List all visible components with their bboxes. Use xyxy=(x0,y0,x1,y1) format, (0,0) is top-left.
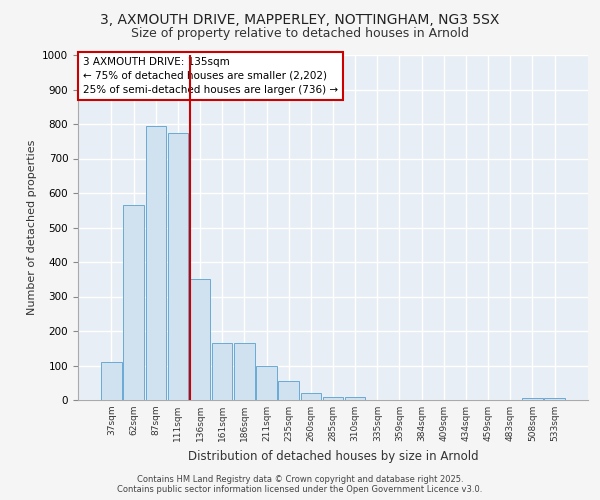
Bar xyxy=(190,279,210,400)
Bar xyxy=(256,366,277,400)
Bar xyxy=(323,396,343,400)
Text: 3 AXMOUTH DRIVE: 135sqm
← 75% of detached houses are smaller (2,202)
25% of semi: 3 AXMOUTH DRIVE: 135sqm ← 75% of detache… xyxy=(83,56,338,94)
Bar xyxy=(278,381,299,400)
Y-axis label: Number of detached properties: Number of detached properties xyxy=(26,140,37,315)
Bar xyxy=(167,132,188,400)
Bar xyxy=(522,398,542,400)
Bar xyxy=(301,393,321,400)
Bar xyxy=(234,343,254,400)
Text: 3, AXMOUTH DRIVE, MAPPERLEY, NOTTINGHAM, NG3 5SX: 3, AXMOUTH DRIVE, MAPPERLEY, NOTTINGHAM,… xyxy=(100,12,500,26)
X-axis label: Distribution of detached houses by size in Arnold: Distribution of detached houses by size … xyxy=(188,450,478,462)
Bar xyxy=(101,362,122,400)
Bar xyxy=(544,398,565,400)
Text: Size of property relative to detached houses in Arnold: Size of property relative to detached ho… xyxy=(131,28,469,40)
Bar xyxy=(146,126,166,400)
Bar xyxy=(212,343,232,400)
Bar xyxy=(345,396,365,400)
Text: Contains HM Land Registry data © Crown copyright and database right 2025.
Contai: Contains HM Land Registry data © Crown c… xyxy=(118,474,482,494)
Bar xyxy=(124,205,144,400)
